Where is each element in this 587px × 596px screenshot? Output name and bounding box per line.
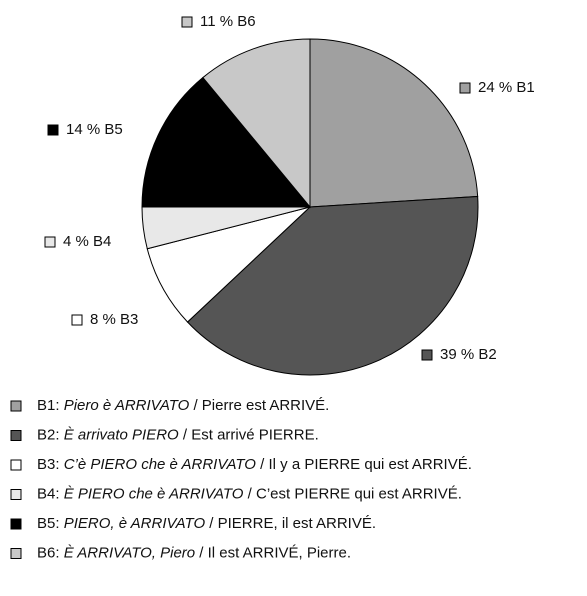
label-swatch — [181, 16, 193, 28]
slice-label: 39 % B2 — [440, 346, 497, 363]
legend-key: B2: — [37, 426, 60, 443]
slice-label: 4 % B4 — [63, 233, 111, 250]
slice-label: 24 % B1 — [478, 79, 535, 96]
pie-slice — [141, 76, 312, 208]
legend-swatch — [10, 548, 22, 559]
pie-slice — [309, 38, 479, 208]
legend-italian: È arrivato PIERO — [64, 426, 179, 443]
legend-key: B4: — [37, 485, 60, 502]
legend-italian: È ARRIVATO, Piero — [64, 544, 195, 561]
legend-entry: B6: È ARRIVATO, Piero / Il est ARRIVÉ, P… — [37, 544, 351, 561]
slice-label: 14 % B5 — [66, 121, 123, 138]
legend-entry: B5: PIERO, è ARRIVATO / PIERRE, il est A… — [37, 515, 376, 532]
legend-italian: È PIERO che è ARRIVATO — [64, 485, 244, 502]
legend-key: B1: — [37, 397, 60, 414]
pie-slice — [202, 38, 311, 209]
label-swatch — [459, 82, 471, 94]
legend-key: B3: — [37, 456, 60, 473]
legend-french: / Pierre est ARRIVÉ. — [193, 397, 329, 414]
label-swatch — [44, 236, 56, 248]
legend-key: B6: — [37, 544, 60, 561]
legend-italian: C’è PIERO che è ARRIVATO — [64, 456, 257, 473]
legend-french: / Il est ARRIVÉ, Pierre. — [199, 544, 351, 561]
label-swatch — [47, 124, 59, 136]
legend-french: / Il y a PIERRE qui est ARRIVÉ. — [260, 456, 472, 473]
label-swatch — [71, 314, 83, 326]
legend-entry: B3: C’è PIERO che è ARRIVATO / Il y a PI… — [37, 456, 472, 473]
legend-key: B5: — [37, 515, 60, 532]
label-swatch — [421, 349, 433, 361]
legend-entry: B2: È arrivato PIERO / Est arrivé PIERRE… — [37, 426, 319, 443]
slice-label: 11 % B6 — [200, 13, 256, 30]
legend-italian: Piero è ARRIVATO — [64, 397, 190, 414]
legend-french: / C’est PIERRE qui est ARRIVÉ. — [248, 485, 462, 502]
legend-entry: B1: Piero è ARRIVATO / Pierre est ARRIVÉ… — [37, 397, 329, 414]
legend-french: / Est arrivé PIERRE. — [183, 426, 319, 443]
legend-swatch — [10, 518, 22, 530]
legend-swatch — [10, 430, 22, 441]
legend-french: / PIERRE, il est ARRIVÉ. — [209, 515, 376, 532]
legend-swatch — [10, 489, 22, 500]
pie-slice — [186, 195, 479, 376]
legend-entry: B4: È PIERO che è ARRIVATO / C’est PIERR… — [37, 485, 462, 502]
legend-swatch — [10, 400, 22, 412]
legend-italian: PIERO, è ARRIVATO — [64, 515, 206, 532]
legend-swatch — [10, 459, 22, 471]
slice-label: 8 % B3 — [90, 311, 138, 328]
